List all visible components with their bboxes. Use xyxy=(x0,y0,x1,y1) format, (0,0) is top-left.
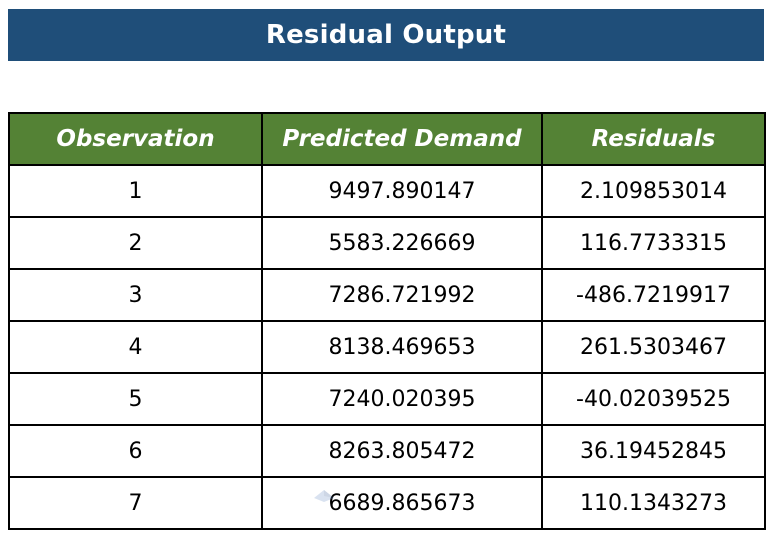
residual-cell[interactable]: -40.02039525 xyxy=(541,372,766,426)
predicted-demand-cell[interactable]: 7240.020395 xyxy=(261,372,543,426)
table-row: 5 7240.020395 -40.02039525 xyxy=(8,372,766,426)
page-title: Residual Output xyxy=(8,9,764,61)
table-row: 7 6689.865673 110.1343273 xyxy=(8,476,766,530)
column-header-predicted-demand[interactable]: Predicted Demand xyxy=(261,112,543,166)
observation-cell[interactable]: 1 xyxy=(8,164,263,218)
predicted-demand-cell[interactable]: 8138.469653 xyxy=(261,320,543,374)
observation-cell[interactable]: 7 xyxy=(8,476,263,530)
residual-cell[interactable]: 2.109853014 xyxy=(541,164,766,218)
column-header-residuals[interactable]: Residuals xyxy=(541,112,766,166)
table-row: 2 5583.226669 116.7733315 xyxy=(8,216,766,270)
residual-cell[interactable]: 116.7733315 xyxy=(541,216,766,270)
observation-cell[interactable]: 4 xyxy=(8,320,263,374)
table-row: 4 8138.469653 261.5303467 xyxy=(8,320,766,374)
residual-cell[interactable]: 110.1343273 xyxy=(541,476,766,530)
predicted-demand-cell[interactable]: 9497.890147 xyxy=(261,164,543,218)
table-row: 6 8263.805472 36.19452845 xyxy=(8,424,766,478)
residual-cell[interactable]: 261.5303467 xyxy=(541,320,766,374)
predicted-demand-cell[interactable]: 5583.226669 xyxy=(261,216,543,270)
predicted-demand-cell[interactable]: 8263.805472 xyxy=(261,424,543,478)
observation-cell[interactable]: 5 xyxy=(8,372,263,426)
predicted-demand-cell[interactable]: 7286.721992 xyxy=(261,268,543,322)
table-header-row: Observation Predicted Demand Residuals xyxy=(8,112,766,166)
table-row: 1 9497.890147 2.109853014 xyxy=(8,164,766,218)
residual-output-table: Observation Predicted Demand Residuals 1… xyxy=(8,112,766,530)
observation-cell[interactable]: 2 xyxy=(8,216,263,270)
observation-cell[interactable]: 6 xyxy=(8,424,263,478)
observation-cell[interactable]: 3 xyxy=(8,268,263,322)
table-row: 3 7286.721992 -486.7219917 xyxy=(8,268,766,322)
residual-cell[interactable]: -486.7219917 xyxy=(541,268,766,322)
residual-cell[interactable]: 36.19452845 xyxy=(541,424,766,478)
watermark-logo-icon xyxy=(314,490,334,502)
predicted-demand-cell[interactable]: 6689.865673 xyxy=(261,476,543,530)
column-header-observation[interactable]: Observation xyxy=(8,112,263,166)
